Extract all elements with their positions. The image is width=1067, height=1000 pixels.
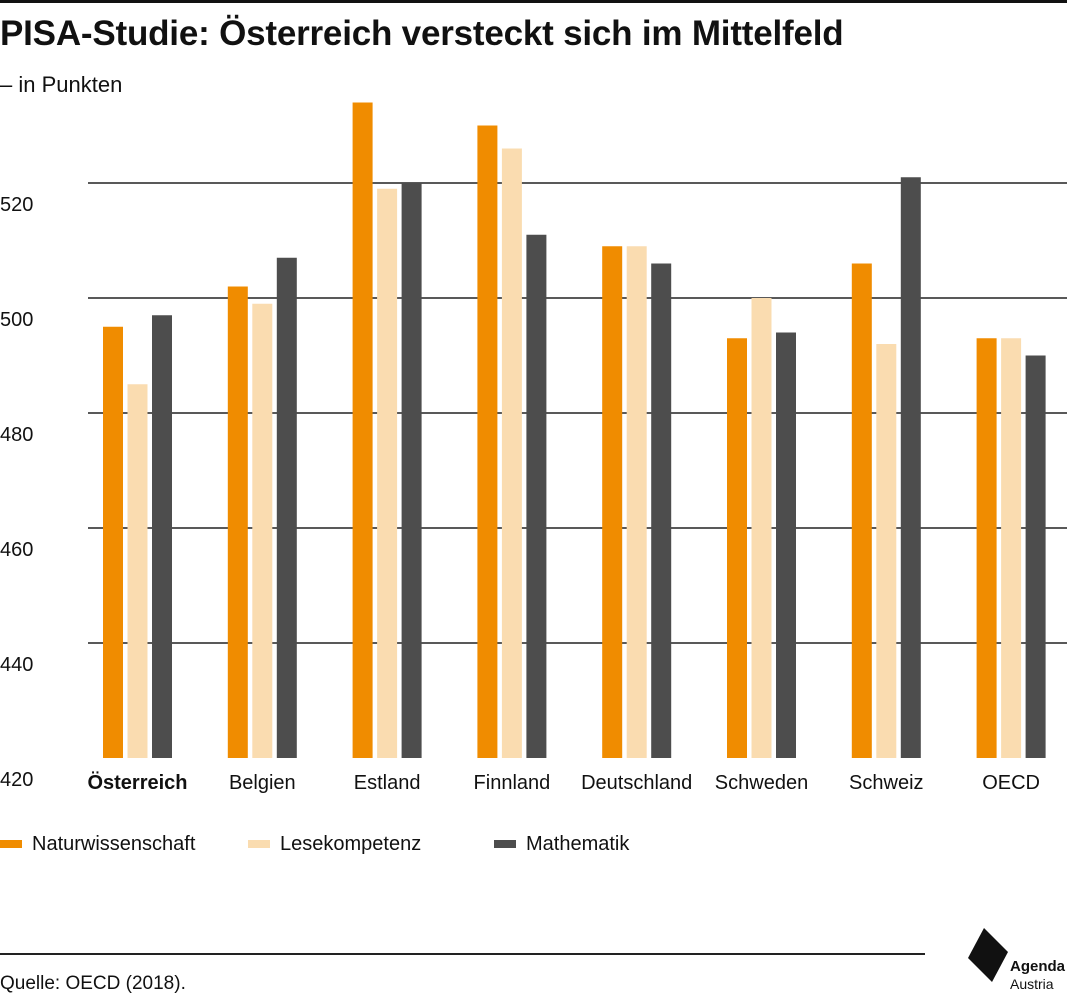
legend-swatch-mathematik <box>494 840 516 848</box>
legend: Naturwissenschaft Lesekompetenz Mathemat… <box>0 828 1067 860</box>
legend-item-lesekompetenz: Lesekompetenz <box>248 828 421 860</box>
bar-belgien-mathematik <box>276 257 297 758</box>
source-note: Quelle: OECD (2018). <box>0 973 186 994</box>
x-tick-label-oesterreich: Österreich <box>87 771 187 794</box>
chart-title: PISA-Studie: Österreich versteckt sich i… <box>0 14 844 53</box>
logo-mark-icon <box>968 928 1008 982</box>
logo-text-austria: Austria <box>1010 976 1054 992</box>
bottom-rule <box>0 953 925 955</box>
y-tick-label-520: 520 <box>0 194 33 216</box>
y-tick-label-480: 480 <box>0 424 33 446</box>
bar-belgien-lesekompetenz <box>252 303 273 758</box>
y-tick-labels: 420 440 460 480 500 520 <box>0 194 33 791</box>
bar-layer <box>103 102 1046 758</box>
x-tick-label-schweden: Schweden <box>715 772 808 794</box>
bar-oesterreich-mathematik <box>152 315 172 758</box>
bar-schweden-mathematik <box>776 332 796 758</box>
bar-oecd-lesekompetenz <box>1001 338 1022 758</box>
legend-item-mathematik: Mathematik <box>494 828 629 860</box>
chart-subtitle: – in Punkten <box>0 72 123 97</box>
bar-finnland-mathematik <box>526 234 547 758</box>
x-tick-labels: Österreich Belgien Estland Finnland Deutschl… <box>87 771 1040 794</box>
bar-belgien-naturwissenschaft <box>227 286 248 758</box>
bar-schweiz-lesekompetenz <box>876 344 897 758</box>
y-tick-label-500: 500 <box>0 309 33 331</box>
bar-schweden-lesekompetenz <box>751 298 772 758</box>
legend-item-naturwissenschaft: Naturwissenschaft <box>0 828 195 860</box>
bar-chart: 420 440 460 480 500 520 Österreich Belgien Estl… <box>0 102 1067 794</box>
x-tick-label-schweiz: Schweiz <box>849 772 923 794</box>
y-tick-label-440: 440 <box>0 654 33 676</box>
bar-oecd-mathematik <box>1025 355 1046 758</box>
legend-label-naturwissenschaft: Naturwissenschaft <box>32 832 196 855</box>
bar-oesterreich-lesekompetenz <box>127 384 148 758</box>
bar-estland-lesekompetenz <box>377 188 398 758</box>
bar-schweiz-mathematik <box>900 177 921 758</box>
bar-deutschland-lesekompetenz <box>626 246 647 758</box>
bar-deutschland-naturwissenschaft <box>602 246 623 758</box>
bar-deutschland-mathematik <box>651 263 672 758</box>
x-tick-label-finnland: Finnland <box>474 772 551 794</box>
bar-schweden-naturwissenschaft <box>727 338 747 758</box>
legend-swatch-lesekompetenz <box>248 840 270 848</box>
legend-label-mathematik: Mathematik <box>526 832 630 855</box>
bar-estland-mathematik <box>401 183 422 758</box>
bar-oecd-naturwissenschaft <box>976 338 997 758</box>
legend-swatch-naturwissenschaft <box>0 840 22 848</box>
y-tick-label-460: 460 <box>0 539 33 561</box>
bar-schweiz-naturwissenschaft <box>851 263 872 758</box>
y-tick-label-420: 420 <box>0 769 33 791</box>
top-rule <box>0 0 1067 3</box>
legend-label-lesekompetenz: Lesekompetenz <box>280 832 422 855</box>
bar-estland-naturwissenschaft <box>352 102 373 758</box>
x-tick-label-oecd: OECD <box>982 772 1040 794</box>
logo-text-agenda: Agenda <box>1010 958 1066 975</box>
bar-finnland-naturwissenschaft <box>477 125 498 758</box>
bar-oesterreich-naturwissenschaft <box>103 326 123 758</box>
x-tick-label-estland: Estland <box>354 772 421 794</box>
x-tick-label-belgien: Belgien <box>229 772 296 794</box>
bar-finnland-lesekompetenz <box>501 148 522 758</box>
agenda-austria-logo: Agenda Austria <box>962 924 1067 1000</box>
x-tick-label-deutschland: Deutschland <box>581 772 692 794</box>
